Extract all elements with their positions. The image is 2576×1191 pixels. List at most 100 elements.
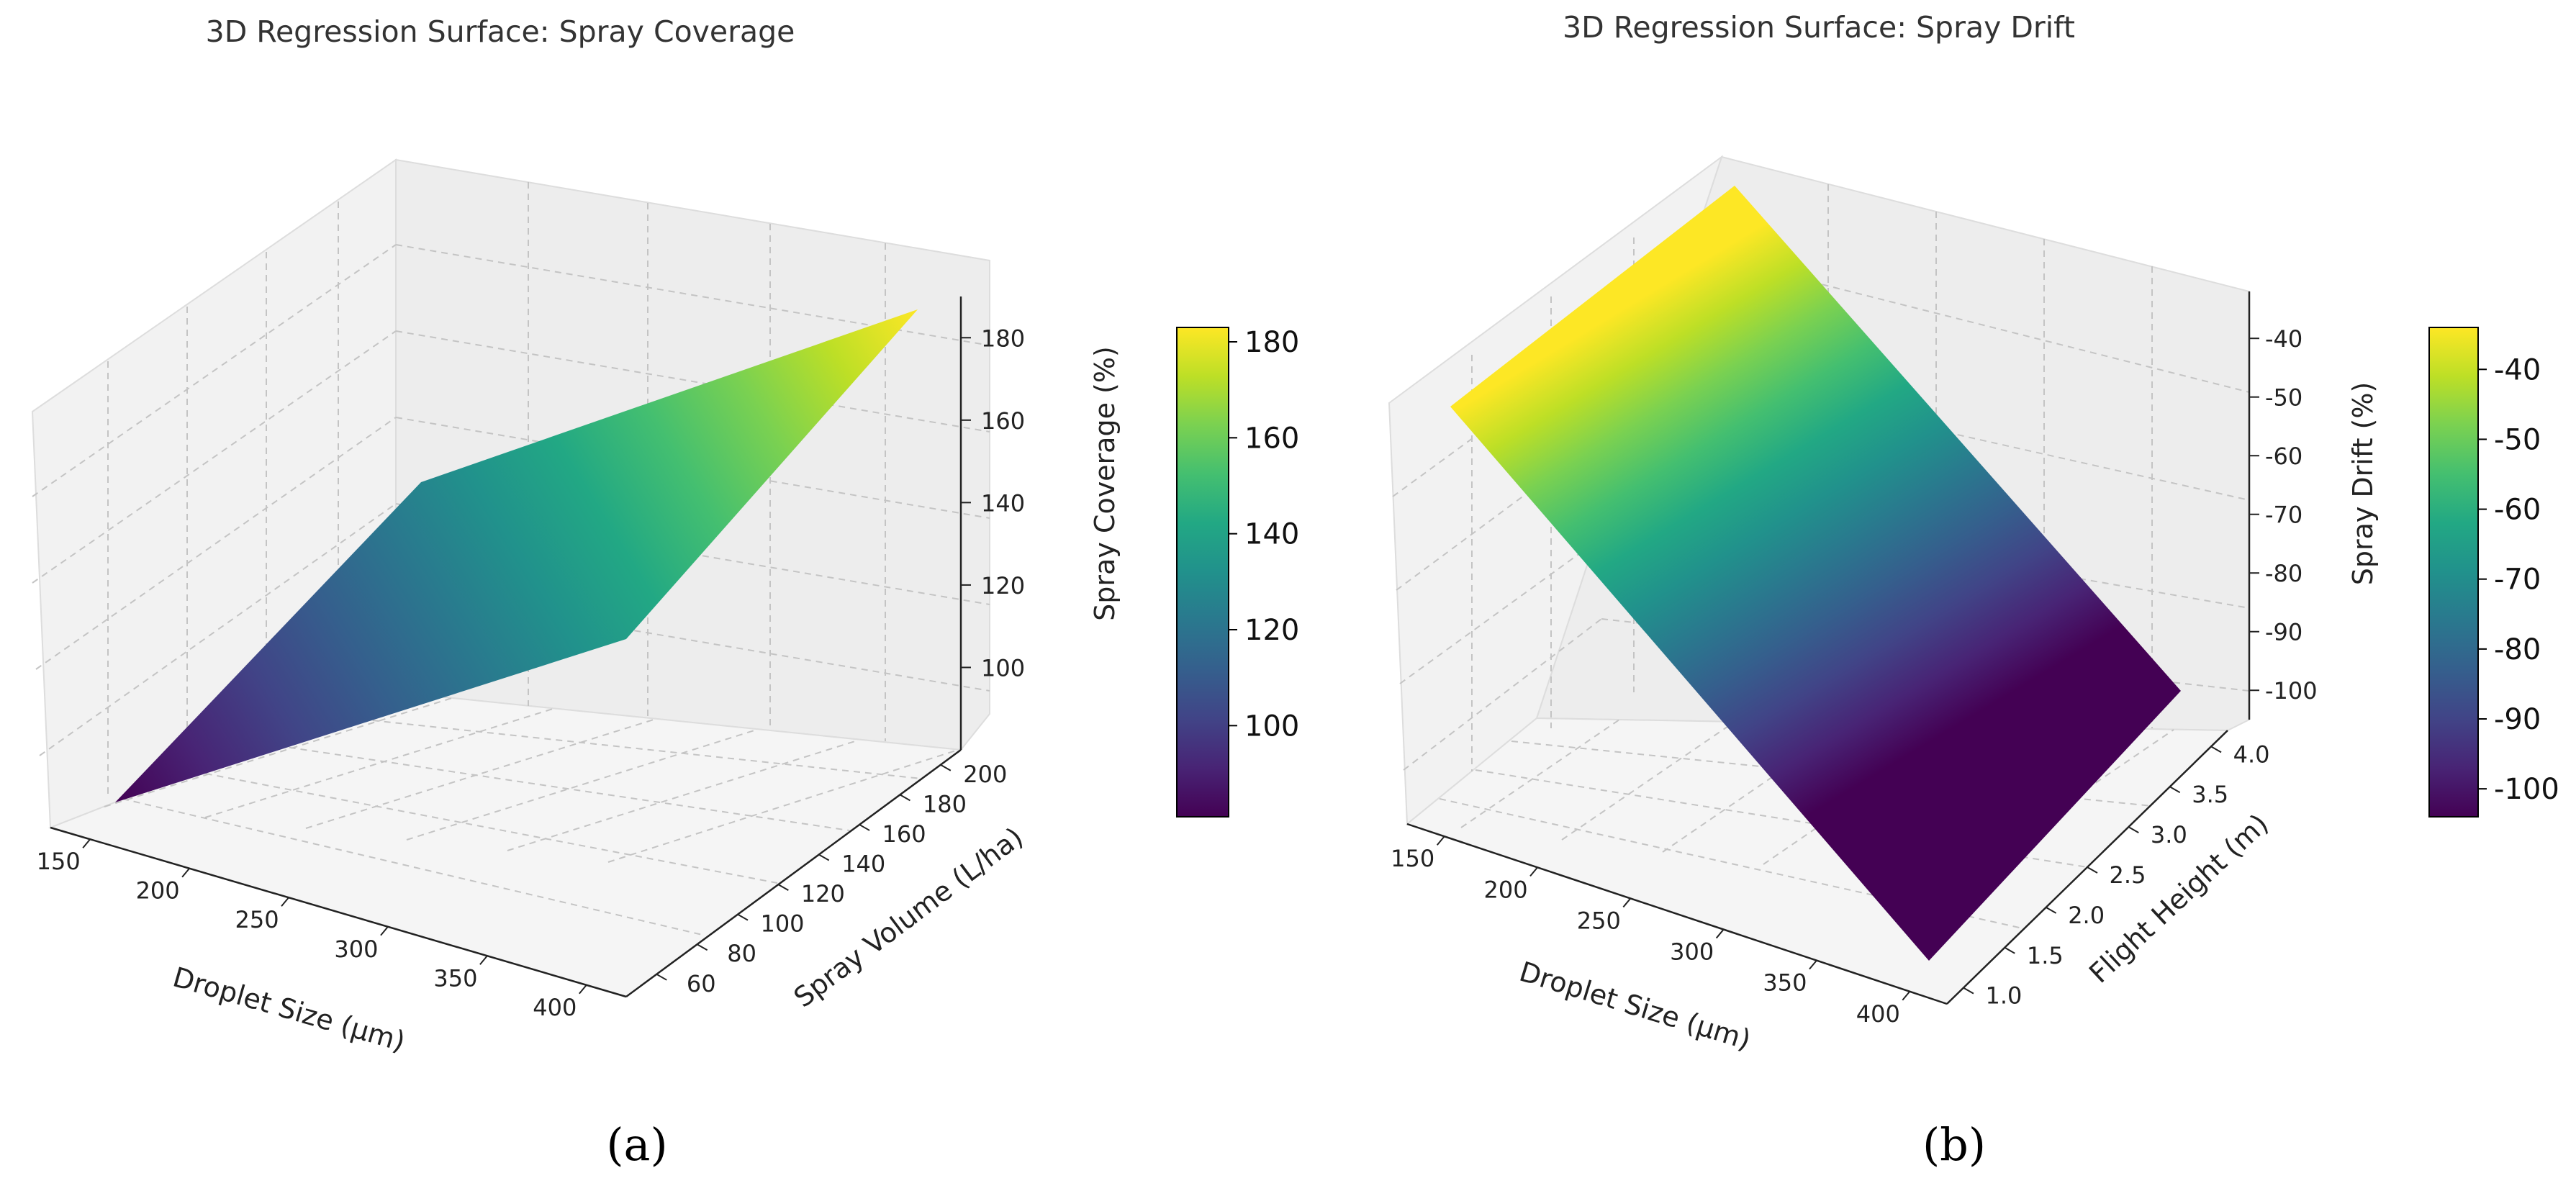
colorbar-tick-label: -50 xyxy=(2494,423,2541,456)
y-tick-label: 1.5 xyxy=(2027,942,2064,969)
x-tick-label: 250 xyxy=(1577,907,1621,934)
x-tick-mark xyxy=(1809,960,1817,970)
z-tick-label: 120 xyxy=(981,572,1025,599)
y-tick-mark xyxy=(2169,786,2181,794)
x-tick-mark xyxy=(82,838,91,848)
z-tick-label: -100 xyxy=(2265,677,2318,705)
x-tick-label: 350 xyxy=(433,964,477,992)
y-tick-label: 180 xyxy=(923,790,967,818)
regression-surface xyxy=(115,309,918,802)
z-tick-label: 140 xyxy=(981,489,1025,517)
y-tick-label: 4.0 xyxy=(2233,741,2270,768)
y-tick-label: 1.0 xyxy=(1985,982,2022,1010)
z-tick-label: 100 xyxy=(981,654,1025,681)
x-tick-label: 250 xyxy=(235,906,279,933)
colorbar-ticks: -40 -50 -60 -70 -80 -90 -100 xyxy=(2478,353,2559,806)
regression-surface xyxy=(1450,186,2181,961)
x-tick-mark xyxy=(1715,928,1725,939)
x-tick-mark xyxy=(1902,991,1911,1001)
z-tick-label: -70 xyxy=(2265,502,2302,529)
y-tick-label: 80 xyxy=(727,940,756,967)
chart-title: 3D Regression Surface: Spray Coverage xyxy=(206,14,795,49)
y-tick-label: 120 xyxy=(801,880,845,907)
y-ticks: 1.01.52.02.53.03.54.0 xyxy=(1963,741,2270,1010)
x-tick-label: 150 xyxy=(37,848,81,875)
x-tick-mark xyxy=(579,984,587,995)
x-tick-mark xyxy=(281,897,289,907)
x-tick-mark xyxy=(1436,835,1445,846)
z-tick-label: -90 xyxy=(2265,619,2302,646)
z-tick-label: -60 xyxy=(2265,443,2302,470)
x-tick-label: 200 xyxy=(136,877,180,905)
y-tick-mark xyxy=(818,853,830,861)
y-tick-label: 200 xyxy=(963,761,1007,788)
colorbar-tick-label: 100 xyxy=(1244,710,1299,743)
x-tick-label: 300 xyxy=(334,936,378,963)
y-tick-mark xyxy=(737,913,749,921)
y-tick-mark xyxy=(697,943,708,951)
colorbar-tick-label: -70 xyxy=(2494,563,2541,597)
y-tick-mark xyxy=(2210,746,2222,753)
colorbar-tick-label: 180 xyxy=(1244,326,1299,359)
y-tick-label: 160 xyxy=(882,820,926,848)
z-tick-label: -80 xyxy=(2265,560,2302,587)
panel-label: (b) xyxy=(1922,1118,1986,1171)
y-tick-mark xyxy=(940,764,952,771)
x-axis-label: Droplet Size (μm) xyxy=(169,961,408,1057)
x-tick-mark xyxy=(479,955,488,965)
y-tick-mark xyxy=(899,794,910,802)
x-ticks: 150 200 250 300 350 400 xyxy=(1391,835,1911,1028)
y-tick-label: 2.5 xyxy=(2110,861,2146,889)
y-tick-mark xyxy=(656,973,667,981)
z-axis-label: Spray Coverage (%) xyxy=(1089,346,1121,621)
y-tick-mark xyxy=(2046,907,2057,914)
x-tick-label: 350 xyxy=(1763,969,1807,997)
colorbar-ticks: 100 120 140 160 180 xyxy=(1229,326,1299,743)
x-tick-label: 400 xyxy=(1856,1000,1900,1028)
y-tick-mark xyxy=(2087,866,2098,874)
colorbar xyxy=(1176,327,1229,818)
y-tick-label: 2.0 xyxy=(2068,902,2105,929)
y-tick-label: 3.5 xyxy=(2192,781,2228,808)
y-tick-mark xyxy=(859,824,870,831)
x-tick-label: 200 xyxy=(1483,876,1527,903)
y-tick-mark xyxy=(1963,987,1974,995)
chart-title: 3D Regression Surface: Spray Drift xyxy=(1563,10,2075,45)
x-tick-label: 300 xyxy=(1670,938,1714,966)
y-tick-mark xyxy=(2004,946,2015,954)
y-tick-label: 140 xyxy=(841,851,885,878)
z-ticks: 100 120 140 160 180 xyxy=(961,325,1025,681)
panel-label: (a) xyxy=(606,1118,667,1171)
x-tick-mark xyxy=(380,926,389,936)
colorbar-tick-label: -100 xyxy=(2494,773,2559,806)
x-tick-mark xyxy=(1529,866,1538,877)
y-tick-label: 60 xyxy=(687,970,716,997)
y-tick-label: 3.0 xyxy=(2151,821,2187,848)
z-tick-label: -50 xyxy=(2265,384,2302,412)
z-tick-label: 180 xyxy=(981,325,1025,352)
colorbar-tick-label: 160 xyxy=(1244,422,1299,455)
colorbar-tick-label: -40 xyxy=(2494,353,2541,386)
colorbar-tick-label: 140 xyxy=(1244,518,1299,551)
z-ticks: -40 -50 -60 -70 -80 -90 -100 xyxy=(2249,325,2318,705)
x-tick-mark xyxy=(181,868,190,878)
axis-lines xyxy=(50,296,962,998)
y-tick-label: 100 xyxy=(760,910,804,938)
colorbar-tick-label: -80 xyxy=(2494,633,2541,666)
x-tick-mark xyxy=(1622,897,1632,908)
x-tick-label: 150 xyxy=(1391,845,1434,872)
z-tick-label: 160 xyxy=(981,407,1025,435)
y-tick-mark xyxy=(2128,826,2139,833)
colorbar-tick-label: -60 xyxy=(2494,494,2541,527)
x-ticks: 150 200 250 300 350 400 xyxy=(37,838,587,1021)
z-axis-label: Spray Drift (%) xyxy=(2347,382,2379,586)
y-tick-mark xyxy=(777,884,789,891)
x-tick-label: 400 xyxy=(533,994,577,1021)
chart-spray-coverage: 3D Regression Surface: Spray Coverage xyxy=(31,14,1299,1171)
colorbar-tick-label: -90 xyxy=(2494,703,2541,736)
x-axis-label: Droplet Size (μm) xyxy=(1516,956,1755,1056)
colorbar-tick-label: 120 xyxy=(1244,614,1299,647)
colorbar xyxy=(2428,327,2479,818)
